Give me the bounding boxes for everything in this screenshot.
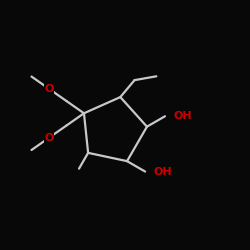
- Text: O: O: [44, 84, 54, 94]
- Text: OH: OH: [154, 166, 172, 176]
- Text: O: O: [44, 133, 54, 143]
- Text: OH: OH: [173, 111, 192, 121]
